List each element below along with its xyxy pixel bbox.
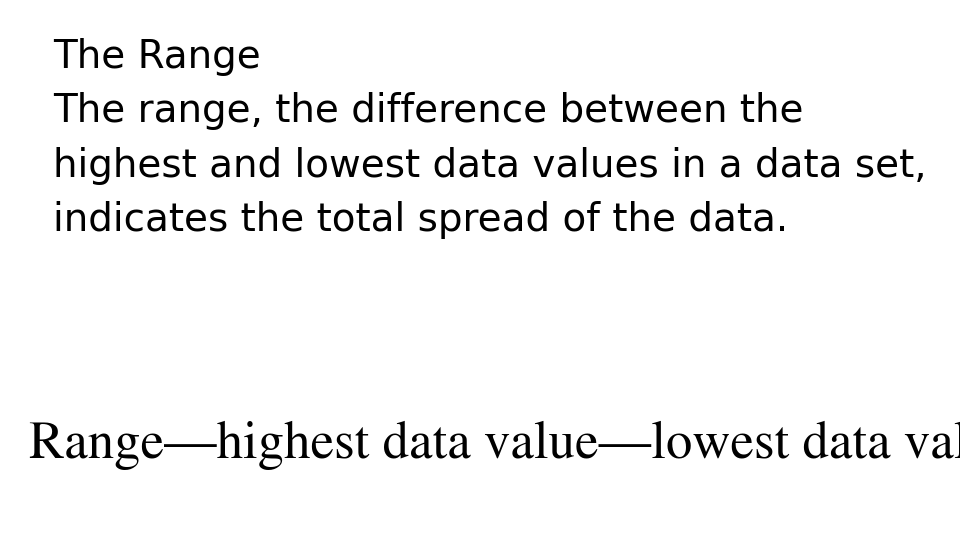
Text: Range—highest data value—lowest data value: Range—highest data value—lowest data val… — [29, 421, 960, 470]
Text: The Range
The range, the difference between the
highest and lowest data values i: The Range The range, the difference betw… — [53, 38, 926, 239]
